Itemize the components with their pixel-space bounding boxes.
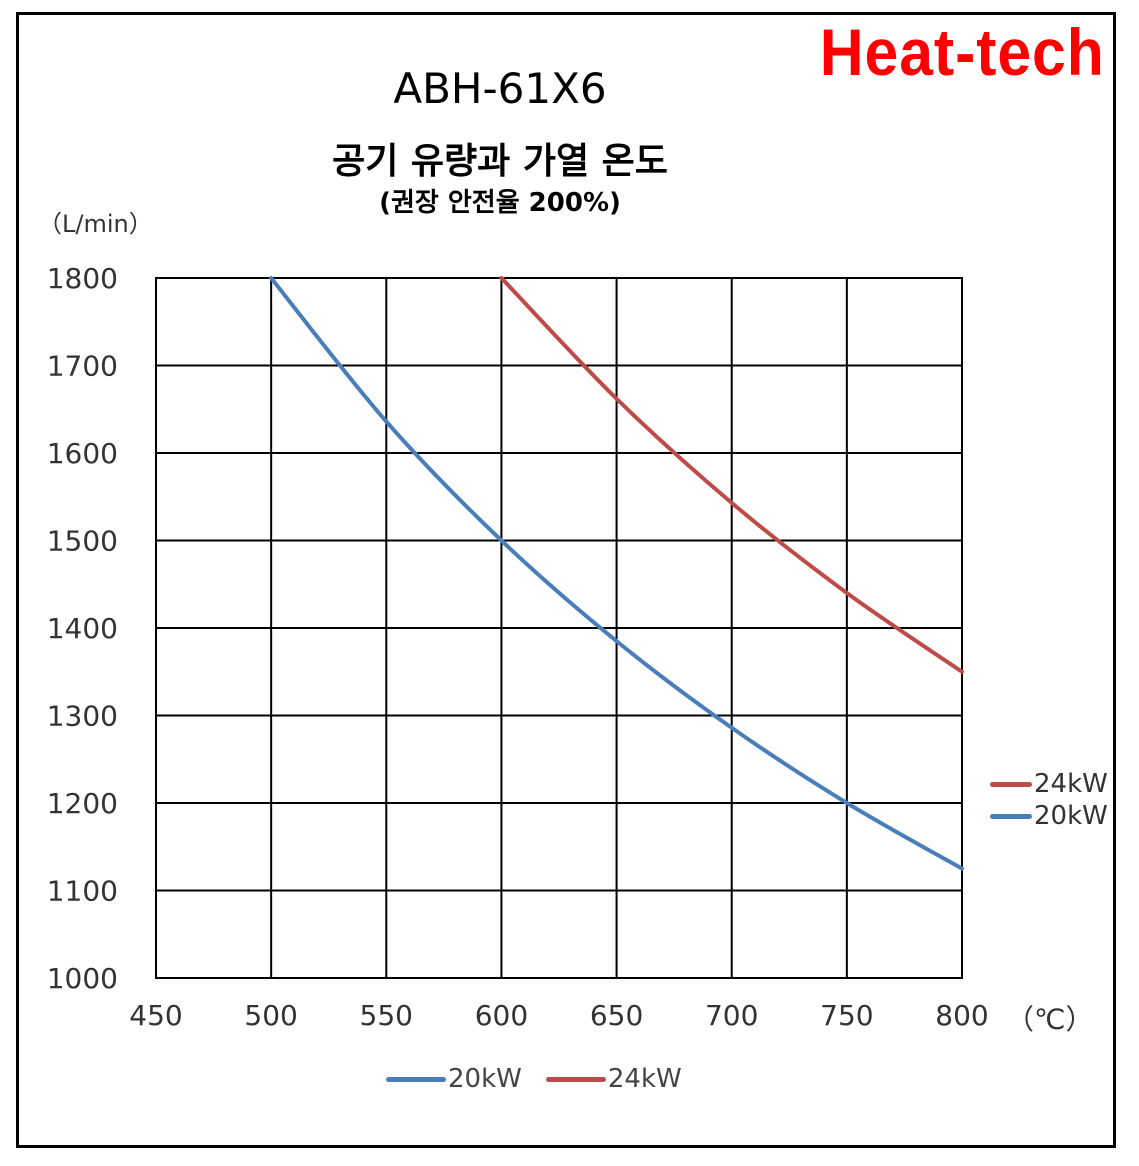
x-tick-label: 450	[129, 999, 182, 1032]
x-tick-label: 500	[244, 999, 297, 1032]
y-tick-label: 1000	[47, 962, 118, 995]
bottom-legend-entry-20kw: 20kW	[386, 1064, 522, 1094]
legend-swatch	[990, 781, 1032, 787]
legend-label: 20kW	[1034, 801, 1108, 831]
y-tick-label: 1500	[47, 525, 118, 558]
chart-subtitle-note: (권장 안전율 200%)	[379, 188, 621, 218]
y-tick-label: 1600	[47, 437, 118, 470]
side-legend-entry-20kw: 20kW	[990, 800, 1108, 832]
x-tick-label: 700	[705, 999, 758, 1032]
legend-label: 24kW	[1034, 769, 1108, 799]
x-tick-label: 600	[475, 999, 528, 1032]
bottom-legend-entry-24kw: 24kW	[545, 1064, 682, 1094]
y-tick-label: 1700	[47, 350, 118, 383]
x-tick-label: 650	[590, 999, 643, 1032]
legend-swatch	[990, 813, 1032, 819]
side-legend: 24kW 20kW	[990, 768, 1108, 832]
chart-title: ABH-61X6	[393, 64, 607, 113]
y-tick-label: 1300	[47, 700, 118, 733]
legend-swatch	[386, 1076, 446, 1082]
y-tick-label: 1200	[47, 787, 118, 820]
y-tick-label: 1100	[47, 875, 118, 908]
side-legend-entry-24kw: 24kW	[990, 768, 1108, 800]
series-line-24kw	[499, 276, 964, 674]
x-tick-label: 800	[935, 999, 988, 1032]
y-tick-label: 1400	[47, 612, 118, 645]
y-axis-unit: （L/min）	[38, 210, 153, 238]
x-tick-label: 750	[820, 999, 873, 1032]
bottom-legend: 20kW 24kW	[386, 1064, 706, 1094]
chart-subtitle: 공기 유량과 가열 온도	[332, 141, 668, 182]
brand-logo: Heat-tech	[820, 15, 1105, 89]
x-tick-label: 550	[360, 999, 413, 1032]
series-line-20kw	[269, 276, 964, 871]
legend-swatch	[545, 1076, 606, 1082]
y-tick-label: 1800	[47, 262, 118, 295]
x-axis-unit: （℃）	[1006, 1003, 1094, 1036]
legend-label: 20kW	[448, 1064, 522, 1094]
legend-label: 24kW	[607, 1064, 682, 1094]
